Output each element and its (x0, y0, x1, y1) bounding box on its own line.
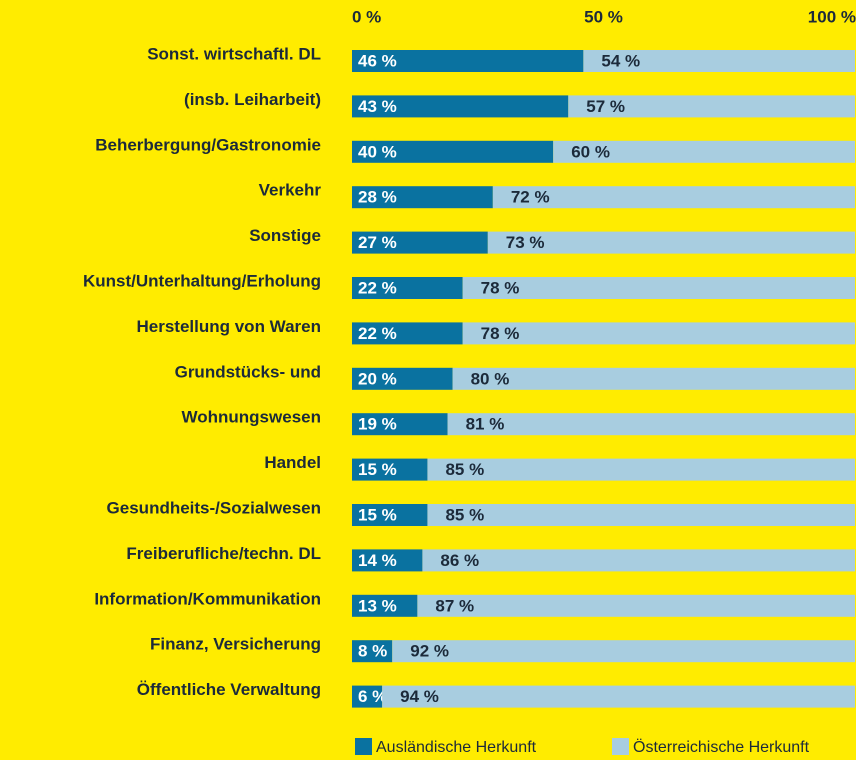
value-label: 78 % (481, 324, 520, 343)
value-label: 15 % (358, 460, 397, 479)
bar-segment (352, 322, 463, 345)
bar-segment (447, 413, 855, 436)
bar-segment (352, 594, 418, 617)
category-label: Sonstige (249, 226, 321, 245)
value-label: 72 % (511, 188, 550, 207)
value-label: 80 % (471, 369, 510, 388)
x-tick-label: 0 % (352, 7, 381, 26)
value-label: 6 % (358, 687, 387, 706)
category-label: Kunst/Unterhaltung/Erholung (83, 271, 321, 290)
category-label: Grundstücks- und (175, 362, 321, 381)
x-tick-label: 50 % (584, 7, 623, 26)
value-label: 13 % (358, 596, 397, 615)
value-label: 20 % (358, 369, 397, 388)
category-label: Finanz, Versicherung (150, 635, 321, 654)
value-label: 92 % (410, 642, 449, 661)
category-label: Gesundheits-/Sozialwesen (107, 498, 321, 517)
bar-segment (352, 413, 448, 436)
bar-segment (462, 277, 855, 299)
bar-segment (392, 640, 855, 663)
bar-segment (352, 277, 463, 299)
category-label: Handel (264, 453, 321, 472)
legend-label: Ausländische Herkunft (376, 739, 537, 756)
bar-segment (352, 231, 488, 254)
bar-segment (352, 50, 584, 72)
bar-segment (487, 231, 855, 254)
value-label: 60 % (571, 142, 610, 161)
value-label: 28 % (358, 188, 397, 207)
bar-segment (462, 322, 855, 345)
value-label: 86 % (440, 551, 479, 570)
category-label: Beherbergung/Gastronomie (95, 135, 321, 154)
bar-segment (422, 549, 855, 572)
category-label: Sonst. wirtschaftl. DL (147, 44, 321, 63)
bar-segment (427, 504, 855, 526)
bar-segment (352, 504, 428, 526)
value-label: 85 % (445, 460, 484, 479)
value-label: 54 % (601, 51, 640, 70)
bar-segment (352, 95, 569, 118)
bar-segment (352, 685, 383, 708)
legend-swatch (612, 738, 629, 755)
value-label: 22 % (358, 324, 397, 343)
value-label: 73 % (506, 233, 545, 252)
value-label: 19 % (358, 415, 397, 434)
bar-segment (568, 95, 855, 118)
bar-segment (352, 140, 554, 163)
legend-label: Österreichische Herkunft (633, 738, 810, 756)
value-label: 40 % (358, 142, 397, 161)
bar-segment (427, 458, 855, 481)
value-label: 81 % (466, 415, 505, 434)
bar-segment (583, 50, 855, 72)
bar-segment (352, 458, 428, 481)
value-label: 15 % (358, 505, 397, 524)
legend-swatch (355, 738, 372, 755)
value-label: 94 % (400, 687, 439, 706)
bar-segment (352, 640, 393, 663)
value-label: 43 % (358, 97, 397, 116)
value-label: 78 % (481, 278, 520, 297)
category-label: Öffentliche Verwaltung (137, 680, 321, 699)
value-label: 14 % (358, 551, 397, 570)
value-label: 46 % (358, 51, 397, 70)
bar-segment (553, 140, 855, 163)
value-label: 27 % (358, 233, 397, 252)
value-label: 57 % (586, 97, 625, 116)
bar-segment (382, 685, 855, 708)
value-label: 85 % (445, 505, 484, 524)
category-label: Verkehr (259, 181, 322, 200)
category-label: Freiberufliche/techn. DL (126, 544, 321, 563)
value-label: 22 % (358, 278, 397, 297)
category-label: Herstellung von Waren (136, 317, 321, 336)
category-label: Information/Kommunikation (94, 589, 321, 608)
x-tick-label: 100 % (808, 7, 856, 26)
value-label: 87 % (435, 596, 474, 615)
bar-segment (417, 594, 855, 617)
bar-segment (352, 549, 423, 572)
category-label: Wohnungswesen (182, 408, 321, 427)
bar-segment (352, 186, 493, 209)
bar-segment (352, 367, 453, 390)
value-label: 8 % (358, 642, 387, 661)
category-label: (insb. Leiharbeit) (184, 90, 321, 109)
bar-segment (452, 367, 855, 390)
bar-segment (492, 186, 855, 209)
